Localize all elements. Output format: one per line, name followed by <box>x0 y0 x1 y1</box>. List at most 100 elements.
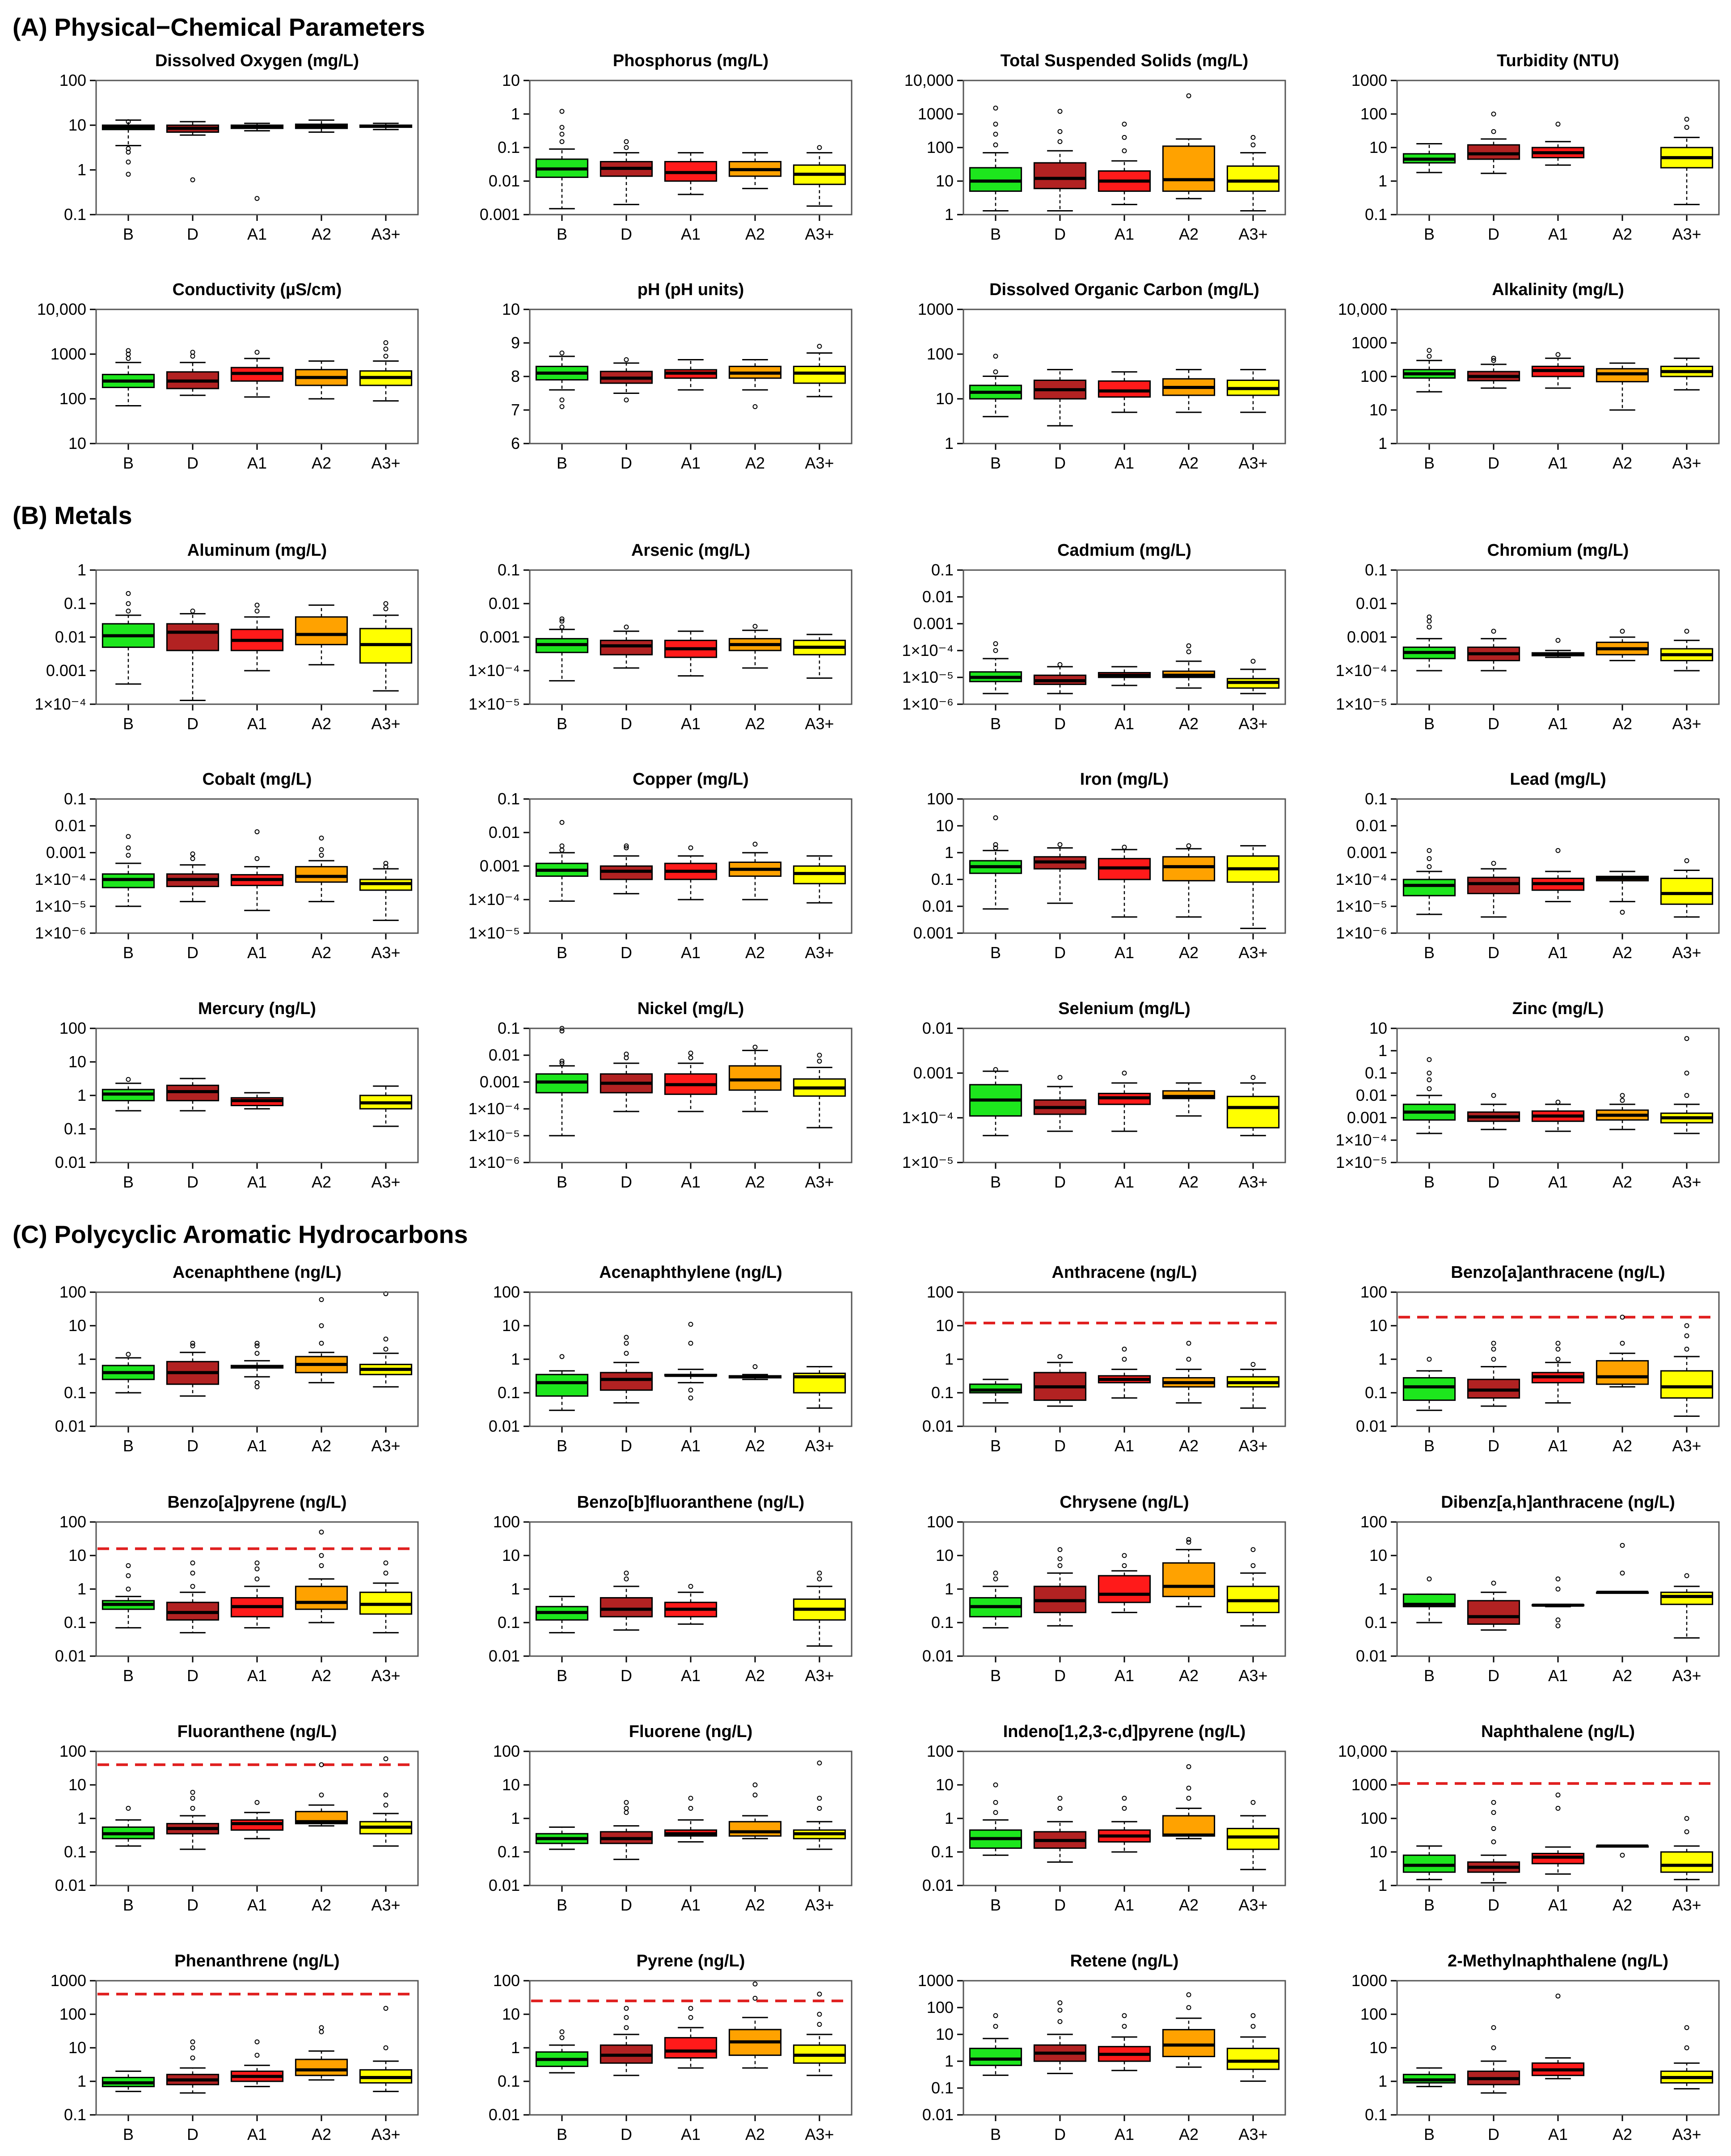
y-tick-label: 10 <box>936 1546 954 1564</box>
y-tick-label: 100 <box>59 1513 86 1531</box>
x-tick-label: B <box>557 225 567 243</box>
outlier-point <box>383 354 388 359</box>
x-tick-label: B <box>1424 714 1435 733</box>
panel-copper-mg-l: Copper (mg/L) 1×10⁻⁵ 1×10⁻⁴ 0.001 0.01 0.1 B D A… <box>468 770 853 962</box>
x-tick-label: D <box>1488 1437 1499 1455</box>
panel-title: Phenanthrene (ng/L) <box>174 1952 339 1970</box>
x-tick-label: B <box>990 714 1001 733</box>
outlier-point <box>624 843 629 849</box>
plot-frame <box>963 1027 1286 1163</box>
outlier-point <box>1427 856 1432 861</box>
y-tick-label: 100 <box>59 2005 86 2023</box>
x-tick-label: A2 <box>745 1896 765 1914</box>
x-tick-label: D <box>1054 225 1066 243</box>
box-iqr <box>1467 1600 1520 1625</box>
panel-acenaphthylene-ng-l: Acenaphthylene (ng/L) 0.01 0.1 1 10 100 B D A1 A2… <box>489 1263 853 1455</box>
box-iqr <box>295 616 348 646</box>
box-a3 <box>1660 858 1714 918</box>
plot-frame <box>529 80 853 216</box>
box-a1 <box>230 1800 284 1839</box>
y-tick-label: 1×10⁻⁶ <box>902 695 954 713</box>
outlier-point <box>1491 1581 1496 1586</box>
outlier-point <box>1122 845 1127 850</box>
y-tick-label: 100 <box>927 138 954 156</box>
y-tick-label: 0.1 <box>498 561 520 579</box>
box-a1 <box>1098 122 1151 205</box>
outlier-point <box>1057 662 1063 667</box>
section-heading-pah: (C) Polycyclic Aromatic Hydrocarbons <box>13 1220 468 1248</box>
y-tick-label: 1 <box>945 205 954 224</box>
x-tick-label: A3+ <box>371 1896 400 1914</box>
outlier-point <box>383 601 388 606</box>
y-tick-label: 0.01 <box>489 1417 520 1435</box>
y-tick-label: 100 <box>927 790 954 808</box>
y-tick-label: 1 <box>1378 172 1387 190</box>
x-tick-label: A2 <box>312 225 331 243</box>
outlier-point <box>993 2024 998 2029</box>
outlier-point <box>1555 1586 1561 1592</box>
outlier-point <box>993 142 998 148</box>
outlier-point <box>190 1584 195 1589</box>
x-tick-label: A2 <box>745 454 765 472</box>
box-a1 <box>1531 1340 1585 1404</box>
outlier-point <box>559 624 565 630</box>
outlier-point <box>319 847 324 852</box>
panel-dissolved-organic-carbon-mg-l: Dissolved Organic Carbon (mg/L) 1 10 100 100… <box>918 280 1286 472</box>
box-a3 <box>793 1760 846 1850</box>
box-a1 <box>1098 666 1151 686</box>
panel-benzo-b-fluoranthene-ng-l: Benzo[b]fluoranthene (ng/L) 0.01 0.1 1 10 100… <box>489 1493 853 1685</box>
box-a1 <box>1531 1099 1585 1132</box>
x-tick-label: A3+ <box>805 1437 834 1455</box>
box-a2 <box>295 2025 348 2081</box>
outlier-point <box>688 1395 693 1401</box>
y-tick-label: 0.001 <box>1347 843 1387 862</box>
outlier-point <box>1186 1340 1191 1346</box>
outlier-point <box>1057 2008 1063 2013</box>
outlier-point <box>319 1553 324 1558</box>
box-b <box>1402 348 1456 393</box>
y-tick-label: 10 <box>1369 1843 1387 1861</box>
box-a2 <box>295 119 348 133</box>
y-tick-label: 0.01 <box>55 1876 86 1894</box>
outlier-point <box>1491 629 1496 634</box>
x-tick-label: B <box>557 1173 567 1191</box>
x-tick-label: A3+ <box>805 2125 834 2143</box>
plot-frame <box>963 309 1286 444</box>
x-tick-label: B <box>990 1896 1001 1914</box>
x-tick-label: A3+ <box>1238 1437 1267 1455</box>
outlier-point <box>1122 2024 1127 2029</box>
y-tick-label: 0.1 <box>498 1843 520 1861</box>
box-d <box>166 2039 220 2094</box>
box-a2 <box>295 1297 348 1383</box>
outlier-point <box>190 1805 195 1811</box>
panel-title: Fluoranthene (ng/L) <box>177 1722 337 1741</box>
outlier-point <box>559 847 565 853</box>
outlier-point <box>624 2015 629 2020</box>
panel-title: Cobalt (mg/L) <box>203 770 312 789</box>
outlier-point <box>1186 93 1191 98</box>
outlier-point <box>1057 1354 1063 1359</box>
y-tick-label: 0.1 <box>498 1383 520 1402</box>
box-b <box>535 616 589 682</box>
outlier-point <box>624 1805 629 1811</box>
box-a2 <box>728 359 782 409</box>
outlier-point <box>254 1384 260 1390</box>
plot-frame <box>963 1291 1286 1427</box>
outlier-point <box>1122 1553 1127 1558</box>
y-tick-label: 1×10⁻⁵ <box>1336 695 1387 713</box>
y-tick-label: 1 <box>1378 1041 1387 1060</box>
outlier-point <box>1491 861 1496 866</box>
x-tick-label: B <box>123 1437 134 1455</box>
outlier-point <box>1555 1099 1561 1105</box>
y-tick-label: 0.01 <box>922 588 954 606</box>
outlier-point <box>993 842 998 847</box>
outlier-point <box>126 845 131 850</box>
y-tick-label: 0.1 <box>931 1843 954 1861</box>
y-tick-label: 10,000 <box>1338 1742 1387 1760</box>
outlier-point <box>752 1044 758 1050</box>
outlier-point <box>688 845 693 850</box>
x-tick-label: A2 <box>1179 2125 1199 2143</box>
box-a1 <box>664 1322 718 1401</box>
box-b <box>969 815 1022 910</box>
x-tick-label: D <box>621 1666 632 1685</box>
